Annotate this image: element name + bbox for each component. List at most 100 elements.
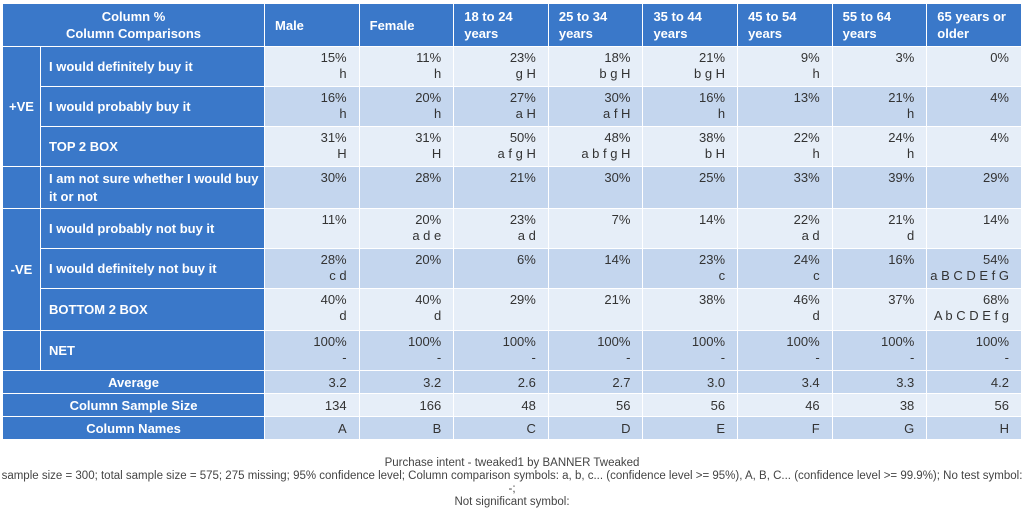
- cell-percent: 100%: [502, 334, 536, 349]
- cell-significance: c: [813, 268, 820, 283]
- cell-significance: [454, 308, 536, 324]
- table-row: NET 100% -100% -100% -100% -100% -100% -100% -10…: [2, 330, 1022, 371]
- table-cell: 3.2: [264, 370, 360, 394]
- cell-significance: [454, 186, 536, 202]
- column-header: Female: [358, 3, 455, 47]
- cell-significance: A b C D E f g: [933, 308, 1009, 323]
- crosstab-table: Column % Column Comparisons Male Female 18 …: [1, 3, 1022, 440]
- table-cell: 30% a f H: [547, 86, 644, 127]
- cell-significance: -: [720, 350, 726, 365]
- table-cell: 6%: [453, 248, 549, 289]
- cell-percent: 23%: [509, 50, 536, 65]
- table-cell: 100% -: [264, 330, 360, 371]
- table-cell: 0%: [926, 46, 1022, 87]
- table-cell: 38: [831, 393, 928, 417]
- cell-percent: 28%: [415, 170, 442, 185]
- table-cell: 30%: [264, 166, 360, 209]
- cell-significance: -: [1004, 350, 1009, 365]
- cell-significance: d: [434, 308, 442, 323]
- cell-percent: 54%: [982, 252, 1009, 267]
- table-cell: 134: [264, 393, 360, 417]
- cell-significance: h: [717, 106, 726, 121]
- cell-significance: -: [436, 350, 442, 365]
- group-label-negative: -VE: [2, 208, 41, 331]
- cell-percent: 11%: [321, 212, 347, 227]
- cell-significance: d: [907, 228, 915, 243]
- cell-significance: [927, 146, 1009, 162]
- table-cell: 11% h: [358, 46, 455, 87]
- column-header: 65 years or older: [926, 3, 1022, 47]
- table-cell: H: [926, 416, 1022, 440]
- cell-significance: [833, 308, 915, 324]
- cell-significance: a d: [801, 228, 820, 243]
- table-cell: 4%: [926, 86, 1022, 127]
- table-cell: 38% b H: [642, 126, 739, 167]
- table-cell: B: [358, 416, 455, 440]
- group-label-positive: +VE: [2, 46, 41, 167]
- cell-percent: 50%: [509, 130, 536, 145]
- table-cell: 3.3: [831, 370, 928, 394]
- column-header: Male: [264, 3, 360, 47]
- cell-percent: 25%: [699, 170, 726, 185]
- table-cell: 21%: [547, 288, 644, 331]
- cell-significance: d: [339, 308, 347, 323]
- cell-significance: h: [339, 66, 347, 81]
- cell-significance: a b f g H: [581, 146, 631, 161]
- table-cell: 33%: [737, 166, 833, 209]
- group-label-empty: [2, 330, 41, 371]
- cell-percent: 100%: [975, 334, 1009, 349]
- cell-significance: [927, 186, 1009, 202]
- cell-significance: [643, 186, 725, 202]
- cell-percent: 7%: [611, 212, 631, 227]
- cell-percent: 14%: [982, 212, 1009, 227]
- cell-significance: [833, 186, 915, 202]
- table-cell: 14%: [642, 208, 739, 249]
- cell-significance: [833, 66, 915, 82]
- cell-significance: d: [812, 308, 820, 323]
- cell-significance: [833, 268, 915, 284]
- cell-percent: 39%: [888, 170, 915, 185]
- table-row: -VE I would probably not buy it 11% 20% a d…: [2, 208, 1022, 331]
- table-cell: 9% h: [737, 46, 833, 87]
- cell-significance: a f g H: [497, 146, 536, 161]
- cell-percent: 29%: [509, 292, 536, 307]
- table-cell: 3.4: [737, 370, 833, 394]
- table-cell: 29%: [926, 166, 1022, 209]
- cell-percent: 14%: [699, 212, 726, 227]
- column-header: 18 to 24 years: [453, 3, 549, 47]
- table-cell: 13%: [737, 86, 833, 127]
- cell-significance: a f H: [602, 106, 631, 121]
- cell-percent: 4%: [990, 130, 1009, 145]
- table-cell: G: [831, 416, 928, 440]
- cell-percent: 27%: [509, 90, 536, 105]
- cell-significance: [549, 308, 631, 324]
- table-cell: 46% d: [737, 288, 833, 331]
- cell-significance: [738, 186, 820, 202]
- group-label-empty: [2, 166, 41, 209]
- row-label: NET: [39, 330, 266, 371]
- sample-size-row: Column Sample Size 134 166 48 56 56 46 38 56: [1, 393, 1022, 417]
- table-cell: 22% a d: [737, 208, 833, 249]
- cell-percent: 9%: [800, 50, 820, 65]
- cell-significance: -: [342, 350, 347, 365]
- footer: Purchase intent - tweaked1 by BANNER Twe…: [0, 457, 1024, 509]
- cell-percent: 100%: [597, 334, 631, 349]
- cell-significance: [927, 66, 1009, 82]
- cell-percent: 31%: [320, 130, 347, 145]
- table-cell: 100% -: [453, 330, 549, 371]
- cell-percent: 21%: [888, 90, 915, 105]
- cell-significance: [738, 106, 820, 122]
- table-cell: 46: [737, 393, 833, 417]
- cell-significance: h: [434, 106, 442, 121]
- cell-significance: [549, 268, 631, 284]
- cell-significance: [360, 186, 442, 202]
- table-cell: 11%: [264, 208, 360, 249]
- table-cell: 23% g H: [453, 46, 549, 87]
- cell-significance: [549, 228, 631, 244]
- table-row: +VE I would definitely buy it 15% h 11% h 23% g…: [2, 46, 1022, 167]
- cell-percent: 38%: [699, 292, 726, 307]
- table-cell: 100% -: [737, 330, 833, 371]
- table-cell: 56: [642, 393, 739, 417]
- cell-percent: 24%: [888, 130, 915, 145]
